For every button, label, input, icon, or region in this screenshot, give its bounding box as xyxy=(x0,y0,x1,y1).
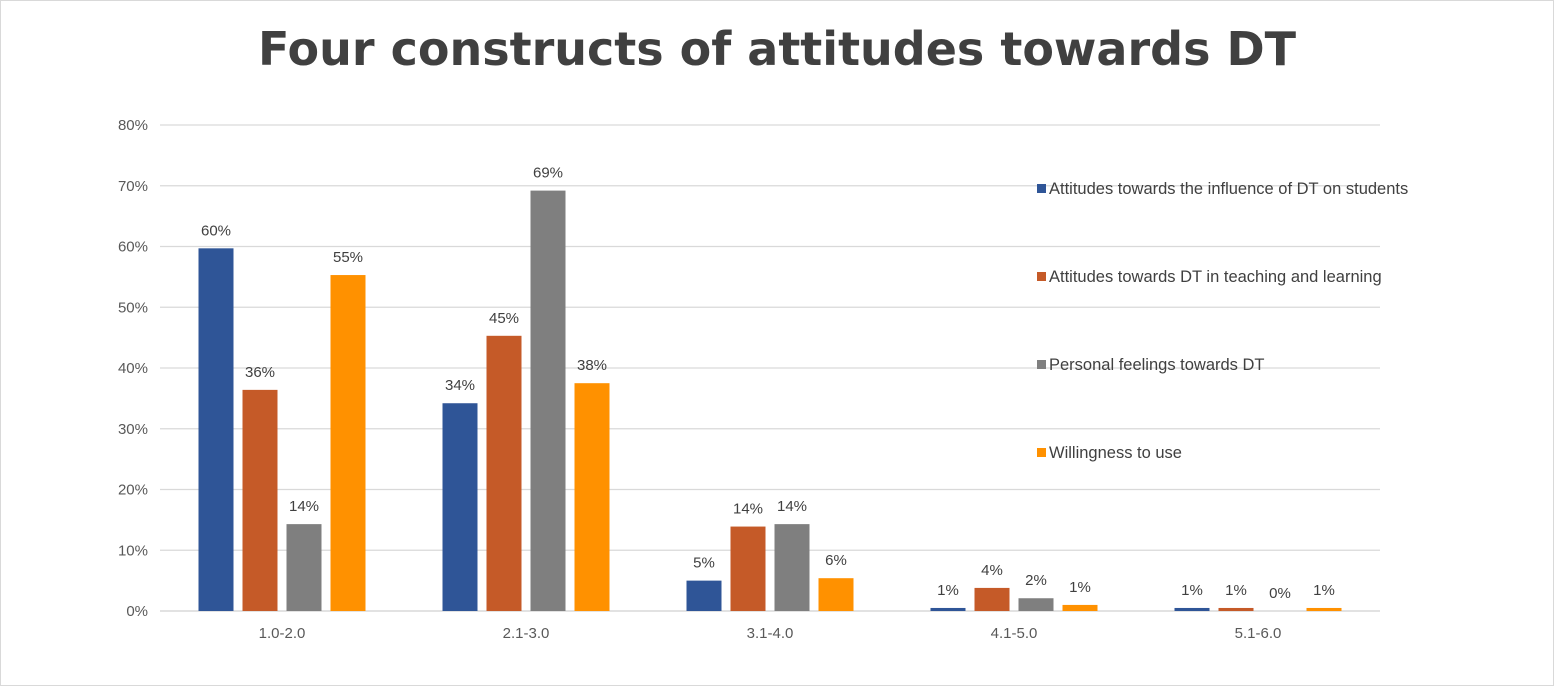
legend-swatch xyxy=(1037,184,1046,193)
legend-swatch xyxy=(1037,272,1046,281)
legend-entry: Attitudes towards the influence of DT on… xyxy=(1049,180,1408,198)
data-label: 69% xyxy=(533,165,563,182)
y-tick-label: 40% xyxy=(118,360,148,377)
data-label: 1% xyxy=(1069,579,1091,596)
bars xyxy=(198,190,1342,612)
data-label: 45% xyxy=(489,310,519,327)
bar-4.1-5.0-series-3 xyxy=(1018,598,1054,611)
data-label: 55% xyxy=(333,249,363,266)
x-tick-label: 4.1-5.0 xyxy=(991,625,1038,642)
data-label: 6% xyxy=(825,552,847,569)
data-label: 5% xyxy=(693,555,715,572)
legend-swatch xyxy=(1037,448,1046,457)
y-tick-label: 0% xyxy=(126,603,148,620)
data-label: 1% xyxy=(1313,582,1335,599)
data-label: 2% xyxy=(1025,572,1047,589)
bar-3.1-4.0-series-3 xyxy=(774,524,810,611)
bar-3.1-4.0-series-2 xyxy=(730,526,766,611)
bar-1.0-2.0-series-1 xyxy=(198,248,234,611)
y-tick-label: 60% xyxy=(118,239,148,256)
legend-swatch xyxy=(1037,360,1046,369)
y-tick-label: 20% xyxy=(118,482,148,499)
y-tick-label: 50% xyxy=(118,299,148,316)
bar-4.1-5.0-series-2 xyxy=(974,587,1010,611)
x-axis-tick-labels: 1.0-2.0 2.1-3.0 3.1-4.0 4.1-5.0 5.1-6.0 xyxy=(259,625,1282,642)
bar-1.0-2.0-series-3 xyxy=(286,524,322,611)
bar-2.1-3.0-series-4 xyxy=(574,383,610,611)
legend-entry: Attitudes towards DT in teaching and lea… xyxy=(1049,268,1382,286)
data-label: 14% xyxy=(733,501,763,518)
bar-5.1-6.0-series-4 xyxy=(1306,607,1342,611)
data-label: 1% xyxy=(1181,582,1203,599)
x-tick-label: 3.1-4.0 xyxy=(747,625,794,642)
x-tick-label: 2.1-3.0 xyxy=(503,625,550,642)
bar-1.0-2.0-series-4 xyxy=(330,275,366,611)
data-labels: 60% 36% 14% 55% 34% 45% 69% 38% 5% 14% 14% 6% 1% 4% 2%… xyxy=(201,165,1335,602)
y-tick-label: 30% xyxy=(118,421,148,438)
data-label: 36% xyxy=(245,364,275,381)
data-label: 1% xyxy=(937,582,959,599)
legend-entry: Willingness to use xyxy=(1049,444,1182,462)
x-tick-label: 5.1-6.0 xyxy=(1235,625,1282,642)
bar-5.1-6.0-series-2 xyxy=(1218,607,1254,611)
bar-2.1-3.0-series-1 xyxy=(442,403,478,611)
x-tick-label: 1.0-2.0 xyxy=(259,625,306,642)
y-axis-tick-labels: 0% 10% 20% 30% 40% 50% 60% 70% 80% xyxy=(118,117,148,620)
data-label: 34% xyxy=(445,377,475,394)
chart-title: Four constructs of attitudes towards DT xyxy=(257,22,1297,76)
y-tick-label: 70% xyxy=(118,178,148,195)
data-label: 4% xyxy=(981,562,1003,579)
bar-1.0-2.0-series-2 xyxy=(242,389,278,611)
data-label: 60% xyxy=(201,222,231,239)
data-label: 14% xyxy=(289,498,319,515)
bar-2.1-3.0-series-3 xyxy=(530,190,566,612)
bar-4.1-5.0-series-1 xyxy=(930,607,966,611)
data-label: 0% xyxy=(1269,585,1291,602)
y-tick-label: 10% xyxy=(118,542,148,559)
bar-3.1-4.0-series-4 xyxy=(818,578,854,611)
bar-4.1-5.0-series-4 xyxy=(1062,604,1098,611)
data-label: 1% xyxy=(1225,582,1247,599)
bar-5.1-6.0-series-1 xyxy=(1174,607,1210,611)
data-label: 14% xyxy=(777,498,807,515)
legend-entry: Personal feelings towards DT xyxy=(1049,356,1265,374)
y-tick-label: 80% xyxy=(118,117,148,134)
data-label: 38% xyxy=(577,357,607,374)
bar-3.1-4.0-series-1 xyxy=(686,580,722,611)
bar-2.1-3.0-series-2 xyxy=(486,335,522,611)
legend: Attitudes towards the influence of DT on… xyxy=(1037,180,1408,462)
